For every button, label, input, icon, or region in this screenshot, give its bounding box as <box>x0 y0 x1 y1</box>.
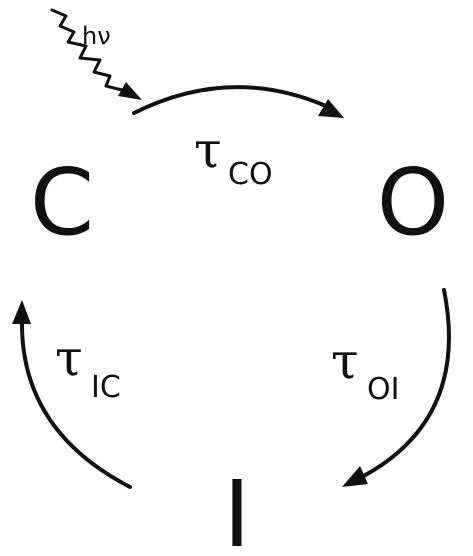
arc-i-to-c <box>19 318 132 489</box>
arc-o-to-i <box>358 288 451 480</box>
arrowhead-o-to-i-icon <box>342 466 368 487</box>
rate-label-ic-sub: IC <box>91 370 121 405</box>
transition-i-to-c: τ IC <box>12 300 132 489</box>
rate-label-oi-sub: OI <box>367 372 399 407</box>
photon-wave-icon <box>50 8 124 92</box>
state-open-label: O <box>377 149 449 256</box>
photon-excitation: hν <box>50 8 142 100</box>
rate-label-co-tau: τ <box>194 121 222 179</box>
rate-label-oi-tau: τ <box>331 332 359 390</box>
state-inactivated-label: I <box>223 461 250 556</box>
arc-c-to-o <box>132 85 328 115</box>
photon-arrowhead-icon <box>118 82 142 100</box>
state-closed-label: C <box>30 149 94 256</box>
transition-o-to-i: τ OI <box>331 288 451 487</box>
arrowhead-c-to-o-icon <box>318 99 344 118</box>
rate-label-co-sub: CO <box>228 157 273 192</box>
arrowhead-i-to-c-icon <box>12 300 31 324</box>
photon-energy-label: hν <box>82 22 111 50</box>
rate-label-ic-tau: τ <box>55 329 83 387</box>
transition-c-to-o: τ CO <box>132 85 344 192</box>
